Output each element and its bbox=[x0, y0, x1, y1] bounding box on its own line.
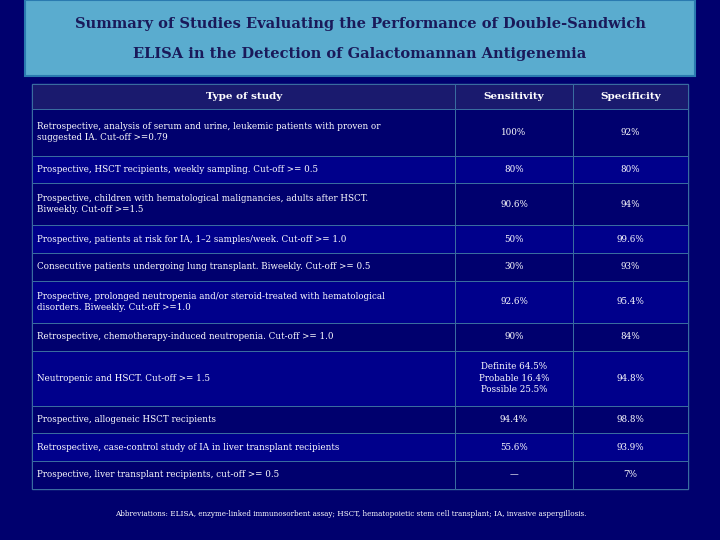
Text: Prospective, prolonged neutropenia and/or steroid-treated with hematological
dis: Prospective, prolonged neutropenia and/o… bbox=[37, 292, 384, 312]
Text: Definite 64.5%
Probable 16.4%
Possible 25.5%: Definite 64.5% Probable 16.4% Possible 2… bbox=[479, 362, 549, 394]
Text: 84%: 84% bbox=[621, 332, 640, 341]
FancyBboxPatch shape bbox=[32, 461, 455, 489]
FancyBboxPatch shape bbox=[573, 84, 688, 109]
Text: ELISA in the Detection of Galactomannan Antigenemia: ELISA in the Detection of Galactomannan … bbox=[133, 48, 587, 62]
FancyBboxPatch shape bbox=[573, 323, 688, 350]
Text: 80%: 80% bbox=[621, 165, 640, 174]
Text: Prospective, HSCT recipients, weekly sampling. Cut-off >= 0.5: Prospective, HSCT recipients, weekly sam… bbox=[37, 165, 318, 174]
Text: 55.6%: 55.6% bbox=[500, 443, 528, 451]
Text: Sensitivity: Sensitivity bbox=[484, 92, 544, 101]
FancyBboxPatch shape bbox=[32, 323, 455, 350]
Text: 95.4%: 95.4% bbox=[616, 298, 644, 306]
Text: 30%: 30% bbox=[504, 262, 523, 272]
FancyBboxPatch shape bbox=[455, 323, 573, 350]
Text: Abbreviations: ELISA, enzyme-linked immunosorbent assay; HSCT, hematopoietic ste: Abbreviations: ELISA, enzyme-linked immu… bbox=[115, 510, 587, 518]
Text: 80%: 80% bbox=[504, 165, 523, 174]
Text: —: — bbox=[510, 470, 518, 480]
Text: 90%: 90% bbox=[504, 332, 523, 341]
Text: Prospective, allogeneic HSCT recipients: Prospective, allogeneic HSCT recipients bbox=[37, 415, 216, 424]
FancyBboxPatch shape bbox=[573, 433, 688, 461]
FancyBboxPatch shape bbox=[455, 253, 573, 281]
FancyBboxPatch shape bbox=[573, 406, 688, 433]
Text: 50%: 50% bbox=[504, 235, 523, 244]
Text: Summary of Studies Evaluating the Performance of Double-Sandwich: Summary of Studies Evaluating the Perfor… bbox=[75, 17, 645, 31]
FancyBboxPatch shape bbox=[455, 281, 573, 323]
Text: Type of study: Type of study bbox=[206, 92, 282, 101]
Text: 7%: 7% bbox=[624, 470, 637, 480]
FancyBboxPatch shape bbox=[455, 406, 573, 433]
FancyBboxPatch shape bbox=[573, 184, 688, 225]
FancyBboxPatch shape bbox=[573, 253, 688, 281]
FancyBboxPatch shape bbox=[455, 433, 573, 461]
Text: Prospective, patients at risk for IA, 1–2 samples/week. Cut-off >= 1.0: Prospective, patients at risk for IA, 1–… bbox=[37, 235, 346, 244]
FancyBboxPatch shape bbox=[455, 156, 573, 184]
FancyBboxPatch shape bbox=[32, 281, 455, 323]
Text: 93%: 93% bbox=[621, 262, 640, 272]
Text: 100%: 100% bbox=[501, 128, 526, 137]
FancyBboxPatch shape bbox=[455, 350, 573, 406]
Text: Prospective, liver transplant recipients, cut-off >= 0.5: Prospective, liver transplant recipients… bbox=[37, 470, 279, 480]
Text: Consecutive patients undergoing lung transplant. Biweekly. Cut-off >= 0.5: Consecutive patients undergoing lung tra… bbox=[37, 262, 370, 272]
FancyBboxPatch shape bbox=[455, 225, 573, 253]
FancyBboxPatch shape bbox=[455, 84, 573, 109]
FancyBboxPatch shape bbox=[32, 406, 455, 433]
Text: Retrospective, analysis of serum and urine, leukemic patients with proven or
sug: Retrospective, analysis of serum and uri… bbox=[37, 122, 380, 142]
FancyBboxPatch shape bbox=[32, 433, 455, 461]
Text: 99.6%: 99.6% bbox=[616, 235, 644, 244]
Text: 93.9%: 93.9% bbox=[616, 443, 644, 451]
Text: Neutropenic and HSCT. Cut-off >= 1.5: Neutropenic and HSCT. Cut-off >= 1.5 bbox=[37, 374, 210, 382]
Text: 94%: 94% bbox=[621, 200, 640, 209]
FancyBboxPatch shape bbox=[32, 253, 455, 281]
FancyBboxPatch shape bbox=[573, 156, 688, 184]
FancyBboxPatch shape bbox=[573, 225, 688, 253]
FancyBboxPatch shape bbox=[32, 84, 455, 109]
FancyBboxPatch shape bbox=[25, 0, 695, 76]
Text: Retrospective, case-control study of IA in liver transplant recipients: Retrospective, case-control study of IA … bbox=[37, 443, 339, 451]
Text: 92.6%: 92.6% bbox=[500, 298, 528, 306]
Text: 92%: 92% bbox=[621, 128, 640, 137]
Text: Retrospective, chemotherapy-induced neutropenia. Cut-off >= 1.0: Retrospective, chemotherapy-induced neut… bbox=[37, 332, 333, 341]
Text: Specificity: Specificity bbox=[600, 92, 660, 101]
FancyBboxPatch shape bbox=[32, 350, 455, 406]
FancyBboxPatch shape bbox=[455, 184, 573, 225]
FancyBboxPatch shape bbox=[455, 461, 573, 489]
FancyBboxPatch shape bbox=[573, 350, 688, 406]
FancyBboxPatch shape bbox=[32, 184, 455, 225]
FancyBboxPatch shape bbox=[455, 109, 573, 156]
FancyBboxPatch shape bbox=[32, 225, 455, 253]
FancyBboxPatch shape bbox=[573, 461, 688, 489]
FancyBboxPatch shape bbox=[573, 281, 688, 323]
Text: 94.4%: 94.4% bbox=[500, 415, 528, 424]
Text: 94.8%: 94.8% bbox=[616, 374, 644, 382]
Text: Prospective, children with hematological malignancies, adults after HSCT.
Biweek: Prospective, children with hematological… bbox=[37, 194, 368, 214]
FancyBboxPatch shape bbox=[32, 156, 455, 184]
Text: 98.8%: 98.8% bbox=[616, 415, 644, 424]
FancyBboxPatch shape bbox=[573, 109, 688, 156]
FancyBboxPatch shape bbox=[32, 109, 455, 156]
FancyBboxPatch shape bbox=[32, 84, 688, 489]
Text: 90.6%: 90.6% bbox=[500, 200, 528, 209]
